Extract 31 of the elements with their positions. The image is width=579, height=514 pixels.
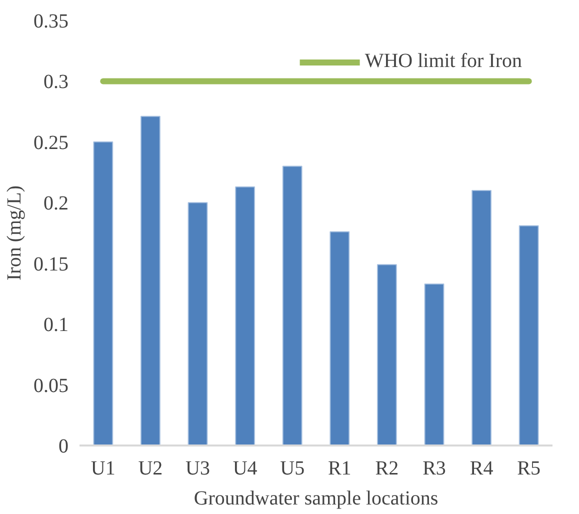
y-tick-label: 0.2 (44, 192, 68, 215)
bar (518, 225, 539, 446)
bar (140, 116, 160, 446)
x-tick-label: R4 (470, 458, 494, 480)
bar (424, 284, 444, 446)
bar (282, 166, 302, 446)
y-tick-label: 0.35 (34, 10, 68, 32)
bar (235, 186, 256, 446)
y-tick-label: 0 (58, 436, 68, 458)
x-axis-title: Groundwater sample locations (194, 488, 438, 510)
x-tick-label: U3 (186, 458, 210, 480)
x-tick-label: R3 (422, 458, 446, 480)
x-tick-label: U5 (280, 458, 305, 480)
x-tick-label: U4 (232, 458, 258, 480)
y-axis-title: Iron (mg/L) (4, 186, 26, 280)
x-tick-label: R2 (375, 458, 399, 480)
y-tick-label: 0.3 (44, 71, 68, 94)
y-tick-label: 0.1 (44, 314, 68, 336)
bar (330, 231, 350, 446)
y-tick-label: 0.05 (34, 374, 68, 397)
x-tick-label: U1 (90, 458, 116, 480)
x-tick-label: R5 (517, 458, 541, 480)
bar (188, 202, 208, 446)
bar (93, 141, 114, 446)
bar (472, 190, 492, 446)
y-tick-label: 0.25 (34, 132, 68, 154)
x-tick-label: R1 (328, 458, 352, 480)
legend-label: WHO limit for Iron (364, 50, 522, 73)
bar (376, 264, 397, 446)
x-tick-label: U2 (138, 458, 163, 480)
y-tick-label: 0.15 (34, 253, 68, 276)
